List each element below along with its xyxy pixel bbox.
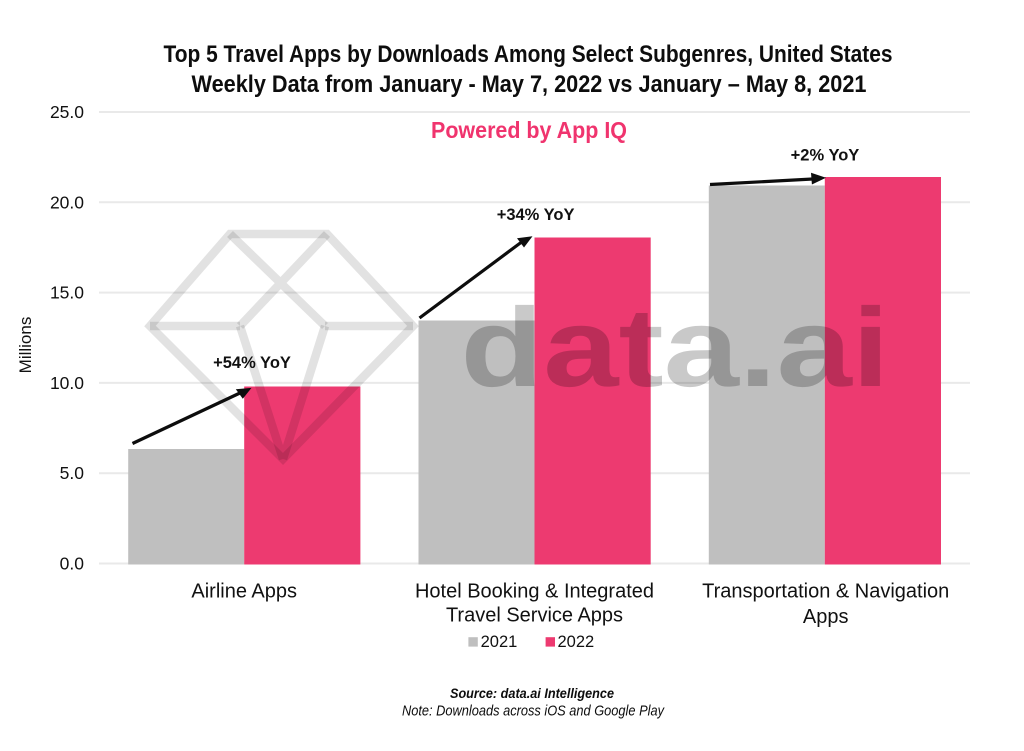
svg-text:Powered by App IQ: Powered by App IQ <box>431 117 627 143</box>
svg-text:+34% YoY: +34% YoY <box>497 206 575 224</box>
svg-text:Source: data.ai Intelligence: Source: data.ai Intelligence <box>450 685 614 701</box>
svg-text:Note: Downloads across iOS and: Note: Downloads across iOS and Google Pl… <box>402 704 665 720</box>
svg-text:20.0: 20.0 <box>50 192 84 212</box>
svg-text:Travel Service Apps: Travel Service Apps <box>446 605 623 627</box>
svg-text:Millions: Millions <box>16 317 35 374</box>
svg-text:Apps: Apps <box>803 606 849 628</box>
svg-text:Transportation & Navigation: Transportation & Navigation <box>702 581 949 603</box>
svg-text:2021: 2021 <box>481 633 518 651</box>
svg-text:data.ai: data.ai <box>461 285 890 410</box>
svg-text:5.0: 5.0 <box>60 463 85 483</box>
svg-text:Airline Apps: Airline Apps <box>191 581 297 603</box>
svg-text:Weekly Data from January - May: Weekly Data from January - May 7, 2022 v… <box>192 71 867 98</box>
svg-text:Hotel Booking & Integrated: Hotel Booking & Integrated <box>415 581 654 603</box>
svg-text:25.0: 25.0 <box>50 102 84 122</box>
svg-text:0.0: 0.0 <box>60 554 85 574</box>
svg-text:2022: 2022 <box>558 633 595 651</box>
svg-text:+54% YoY: +54% YoY <box>213 354 291 372</box>
svg-text:10.0: 10.0 <box>50 373 84 393</box>
svg-text:Top 5 Travel Apps by Downloads: Top 5 Travel Apps by Downloads Among Sel… <box>164 41 893 68</box>
svg-text:15.0: 15.0 <box>50 283 84 303</box>
svg-text:+2% YoY: +2% YoY <box>791 147 860 165</box>
